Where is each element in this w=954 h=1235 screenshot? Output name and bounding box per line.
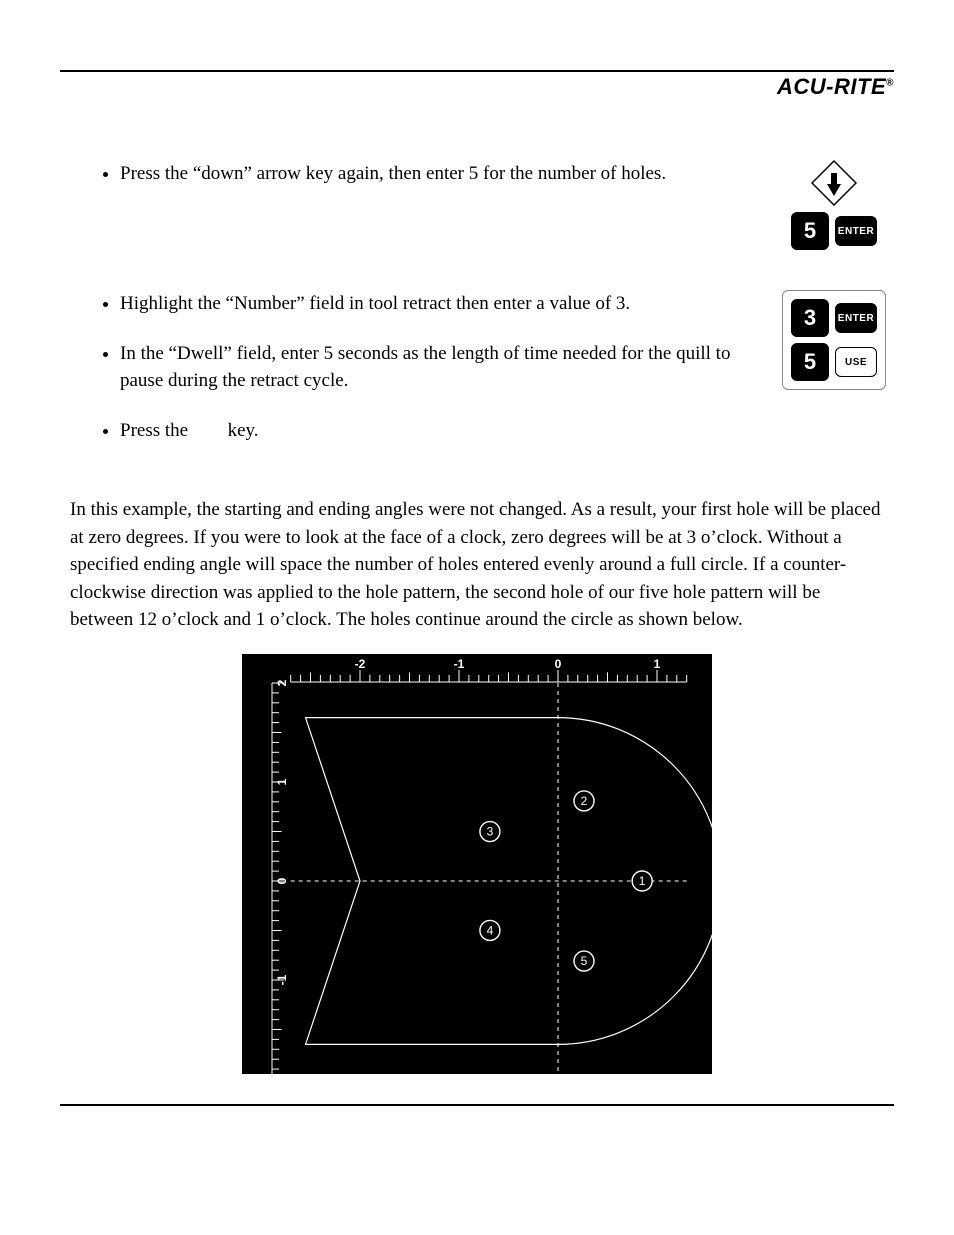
brand-logo: ACU-RITE® <box>777 74 894 99</box>
bullet-list-1: Press the “down” arrow key again, then e… <box>60 160 754 188</box>
svg-text:1: 1 <box>275 778 289 785</box>
bullet-list-2: Highlight the “Number” field in tool ret… <box>60 290 754 444</box>
svg-text:1: 1 <box>639 874 646 888</box>
icon-col-2: 3 ENTER 5 USE <box>774 290 894 390</box>
bullet-3: In the “Dwell” field, enter 5 seconds as… <box>120 340 754 395</box>
keygroup-down-5-enter: 5 ENTER <box>791 160 877 250</box>
svg-text:2: 2 <box>581 794 588 808</box>
brand-row: ACU-RITE® <box>60 74 894 100</box>
svg-text:0: 0 <box>555 657 562 671</box>
svg-text:2: 2 <box>275 679 289 686</box>
bullet-2: Highlight the “Number” field in tool ret… <box>120 290 754 318</box>
rule-top <box>60 70 894 72</box>
bullet-4-pre: Press the <box>120 420 193 441</box>
document-page: ACU-RITE® Press the “down” arrow key aga… <box>0 0 954 1235</box>
diagram-wrap: -2-101-2-101212345 <box>60 654 894 1074</box>
svg-text:4: 4 <box>487 923 494 937</box>
svg-text:5: 5 <box>581 954 588 968</box>
key-enter: ENTER <box>835 216 877 246</box>
row-bullet-2-4: Highlight the “Number” field in tool ret… <box>60 290 894 466</box>
svg-text:-1: -1 <box>275 974 289 985</box>
key-row-5-enter: 5 ENTER <box>791 212 877 250</box>
text-col-1: Press the “down” arrow key again, then e… <box>60 160 754 210</box>
brand-name: ACU-RITE <box>777 74 886 99</box>
down-arrow-icon <box>811 160 857 206</box>
bolt-circle-diagram: -2-101-2-101212345 <box>242 654 712 1074</box>
rule-bottom <box>60 1104 894 1106</box>
key-use: USE <box>835 347 877 377</box>
bullet-1: Press the “down” arrow key again, then e… <box>120 160 754 188</box>
brand-reg: ® <box>886 78 894 89</box>
keygroup-3-enter-5-use: 3 ENTER 5 USE <box>782 290 886 390</box>
key-5: 5 <box>791 212 829 250</box>
bullet-4: Press the key. <box>120 417 754 445</box>
svg-text:-1: -1 <box>454 657 465 671</box>
row-bullet-1: Press the “down” arrow key again, then e… <box>60 160 894 250</box>
svg-text:-2: -2 <box>355 657 366 671</box>
svg-text:3: 3 <box>487 824 494 838</box>
key-3: 3 <box>791 299 829 337</box>
spacer <box>60 250 894 290</box>
key-row-3-enter: 3 ENTER <box>791 299 877 337</box>
text-col-2: Highlight the “Number” field in tool ret… <box>60 290 754 466</box>
key-5-b: 5 <box>791 343 829 381</box>
explanatory-paragraph: In this example, the starting and ending… <box>70 496 894 634</box>
svg-text:1: 1 <box>654 657 661 671</box>
bullet-4-post: key. <box>228 420 259 441</box>
icon-col-1: 5 ENTER <box>774 160 894 250</box>
key-row-5-use: 5 USE <box>791 343 877 381</box>
key-enter-2: ENTER <box>835 303 877 333</box>
svg-text:0: 0 <box>275 877 289 884</box>
